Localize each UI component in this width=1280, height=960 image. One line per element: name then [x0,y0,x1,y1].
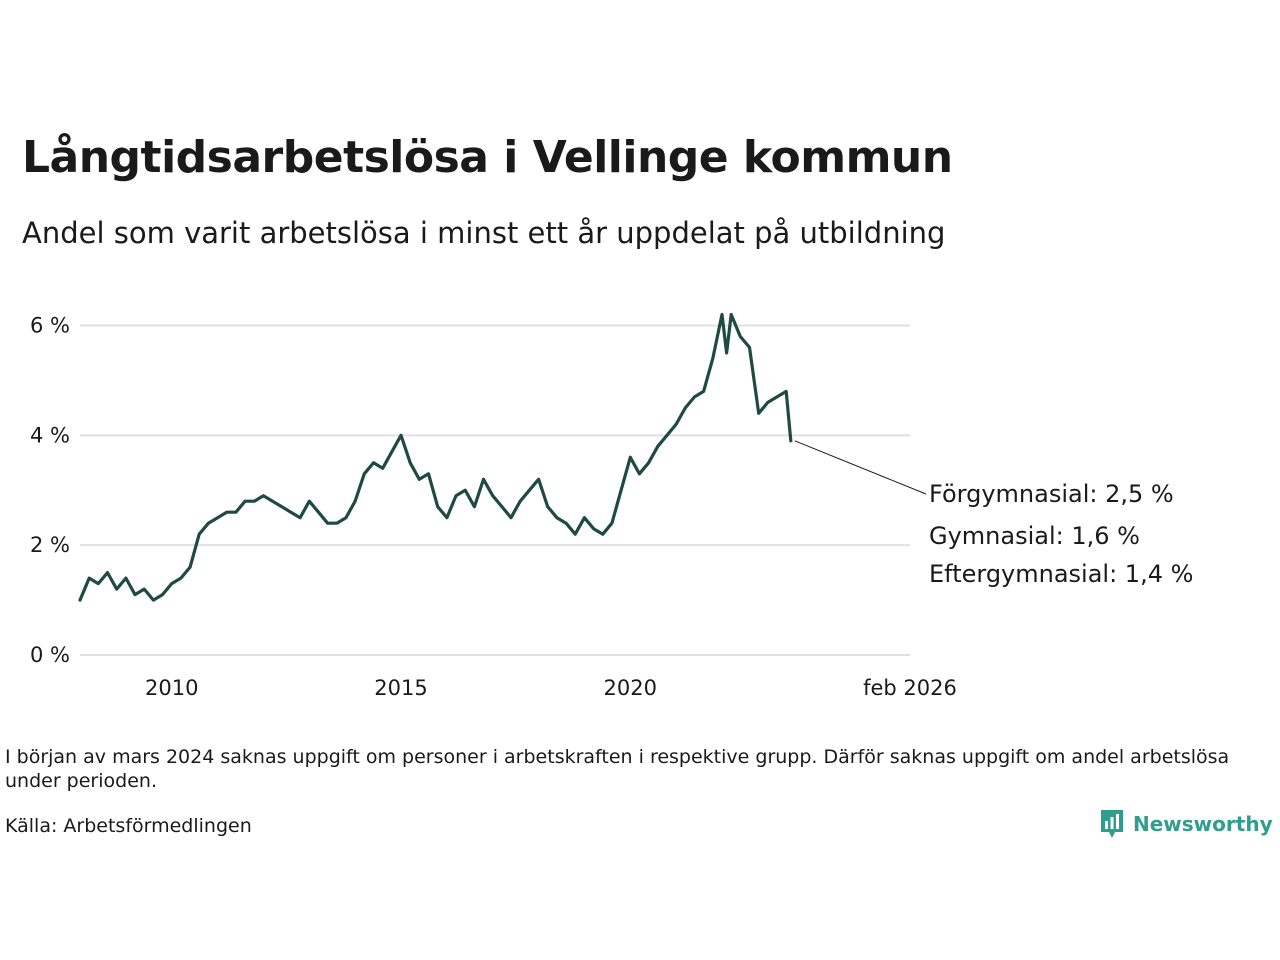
end-label-gymnasial: Gymnasial: 1,6 % [929,522,1140,550]
x-tick-label: 2015 [374,676,427,700]
newsworthy-logo: Newsworthy [1099,808,1273,840]
chart-title: Långtidsarbetslösa i Vellinge kommun [22,132,953,183]
x-tick-label: 2020 [604,676,657,700]
x-axis-ticks: 2010 2015 2020 feb 2026 [145,676,957,700]
end-label-förgymnasial: Förgymnasial: 2,5 % [929,480,1174,508]
end-labels: Förgymnasial: 2,5 % Gymnasial: 1,6 % Efter… [794,440,1193,588]
brand-name: Newsworthy [1133,812,1273,836]
series-line-förgymnasial [78,312,793,602]
y-tick-label: 0 % [30,643,70,667]
y-tick-label: 6 % [30,313,70,337]
y-axis-ticks: 0 % 2 % 4 % 6 % [30,313,70,667]
grid-lines [80,324,910,656]
series-lines [78,312,793,602]
source-note: Källa: Arbetsförmedlingen [5,815,252,837]
end-label-eftergymnasial: Eftergymnasial: 1,4 % [929,560,1193,588]
x-tick-label: 2010 [145,676,198,700]
bar-chart-icon [1101,810,1123,838]
label-leader-förgymnasial [794,440,927,495]
footnote: I början av mars 2024 saknas uppgift om … [5,746,1230,792]
y-tick-label: 4 % [30,423,70,447]
chart-subtitle: Andel som varit arbetslösa i minst ett å… [22,216,946,250]
x-tick-label: feb 2026 [863,676,957,700]
y-tick-label: 2 % [30,533,70,557]
